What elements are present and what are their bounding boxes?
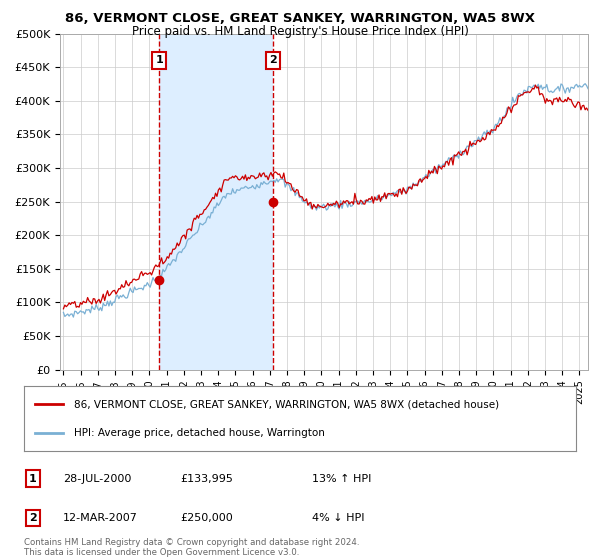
Text: 12-MAR-2007: 12-MAR-2007	[63, 513, 138, 523]
Text: £250,000: £250,000	[180, 513, 233, 523]
Text: 1: 1	[29, 474, 37, 484]
Text: 13% ↑ HPI: 13% ↑ HPI	[312, 474, 371, 484]
Text: 2: 2	[269, 55, 277, 66]
Text: 86, VERMONT CLOSE, GREAT SANKEY, WARRINGTON, WA5 8WX: 86, VERMONT CLOSE, GREAT SANKEY, WARRING…	[65, 12, 535, 25]
Text: £133,995: £133,995	[180, 474, 233, 484]
Text: 1: 1	[155, 55, 163, 66]
Text: 86, VERMONT CLOSE, GREAT SANKEY, WARRINGTON, WA5 8WX (detached house): 86, VERMONT CLOSE, GREAT SANKEY, WARRING…	[74, 399, 499, 409]
Text: 4% ↓ HPI: 4% ↓ HPI	[312, 513, 365, 523]
Text: Contains HM Land Registry data © Crown copyright and database right 2024.
This d: Contains HM Land Registry data © Crown c…	[24, 538, 359, 557]
Text: HPI: Average price, detached house, Warrington: HPI: Average price, detached house, Warr…	[74, 428, 325, 438]
Text: 28-JUL-2000: 28-JUL-2000	[63, 474, 131, 484]
Bar	[159, 34, 273, 370]
Text: 2: 2	[29, 513, 37, 523]
Text: Price paid vs. HM Land Registry's House Price Index (HPI): Price paid vs. HM Land Registry's House …	[131, 25, 469, 38]
